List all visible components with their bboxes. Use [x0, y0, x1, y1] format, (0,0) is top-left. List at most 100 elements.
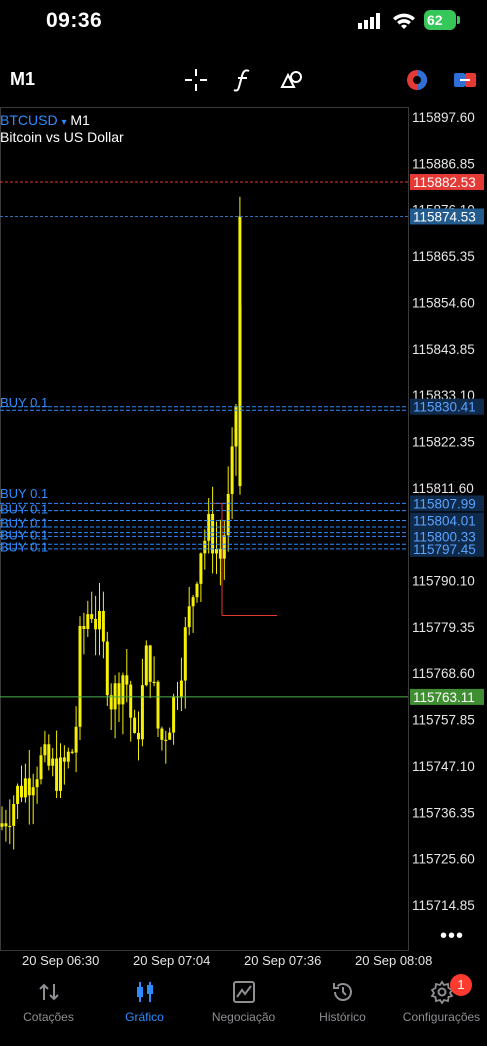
candle-body — [230, 446, 234, 494]
battery-indicator: 62 — [424, 10, 460, 30]
candle-body — [152, 681, 156, 683]
candle-body — [20, 785, 23, 798]
tab-bar: Cotações Gráfico Negociação Histórico Co… — [0, 975, 487, 1046]
candle-body — [43, 744, 47, 756]
candle-body — [226, 493, 230, 536]
candle-body — [137, 732, 140, 740]
candle-body — [125, 675, 129, 685]
symbol-description: Bitcoin vs US Dollar — [0, 129, 124, 145]
candle-body — [156, 681, 160, 729]
order-price-tag-bg — [410, 398, 484, 415]
symbol-name: BTCUSD — [0, 112, 58, 128]
symbol-header[interactable]: BTCUSD ▾ M1 — [0, 112, 90, 128]
order-label: BUY 0.1 — [0, 502, 48, 517]
candle-body — [113, 683, 117, 710]
price-chart[interactable]: 115897.60115886.85115876.10115865.351158… — [0, 107, 487, 952]
ask-price-tag-bg — [410, 173, 484, 190]
tab-label: Cotações — [23, 1010, 74, 1024]
price-tick-label: 115790.10 — [412, 574, 475, 589]
price-tick-label: 115886.85 — [412, 156, 475, 171]
candle-body — [109, 695, 113, 710]
wifi-icon — [393, 13, 415, 29]
candle-body — [218, 548, 222, 559]
candle-body — [160, 728, 164, 740]
candle-body — [183, 627, 187, 681]
chart-canvas[interactable]: 115897.60115886.85115876.10115865.351158… — [0, 107, 487, 952]
cellular-signal-icon — [358, 13, 380, 29]
candle-body — [62, 757, 66, 762]
candle-body — [121, 675, 125, 705]
bid-price-tag: 115874.53 — [413, 209, 476, 224]
order-price-tag-bg — [410, 512, 484, 529]
price-tick-label: 115757.85 — [412, 713, 475, 728]
objects-icon[interactable] — [279, 67, 305, 93]
tab-label: Negociação — [211, 1010, 276, 1024]
time-label: 20 Sep 06:30 — [22, 953, 100, 968]
order-price-tag-bg — [410, 528, 484, 545]
candle-body — [94, 619, 98, 630]
candle-body — [187, 606, 191, 628]
tab-label: Configurações — [402, 1010, 481, 1024]
candle-body — [179, 680, 183, 698]
sl-price-tag: 115763.11 — [413, 690, 475, 705]
chart-icon — [136, 982, 153, 1002]
price-tick-label: 115822.35 — [412, 434, 475, 449]
function-icon[interactable] — [230, 67, 256, 93]
order-price-tag-bg — [410, 495, 484, 512]
color-icon[interactable] — [404, 67, 430, 93]
candle-body — [35, 779, 39, 788]
candle-body — [39, 755, 43, 780]
price-tick-label: 115854.60 — [412, 295, 475, 310]
candle-body — [16, 785, 20, 805]
candle-body — [164, 739, 168, 741]
order-label: BUY 0.1 — [0, 539, 48, 554]
candle-body — [4, 823, 8, 827]
ask-price-tag: 115882.53 — [413, 175, 476, 190]
candle-body — [82, 626, 86, 630]
timeframe-button[interactable]: M1 — [10, 69, 36, 89]
candle-body — [59, 757, 62, 791]
price-tick-label: 115779.35 — [412, 620, 475, 635]
candle-body — [207, 513, 211, 541]
candle-body — [211, 513, 215, 554]
tab-trade[interactable]: Negociação — [195, 975, 292, 1035]
tab-settings[interactable]: Configurações — [393, 975, 487, 1035]
price-tick-label: 115865.35 — [412, 249, 475, 264]
price-tick-label: 115843.85 — [412, 342, 475, 357]
sl-price-tag-bg — [410, 688, 484, 705]
bid-price-tag-bg — [410, 208, 484, 225]
candle-body — [78, 626, 82, 727]
price-tick-label: 115768.60 — [412, 666, 475, 681]
tab-label: Histórico — [319, 1010, 366, 1024]
order-label: BUY 0.1 — [0, 486, 48, 501]
tab-label: Gráfico — [125, 1010, 164, 1024]
tab-quotes[interactable]: Cotações — [0, 975, 97, 1035]
candle-body — [55, 758, 59, 791]
candle-body — [0, 823, 4, 827]
candle-body — [129, 684, 133, 718]
tab-chart[interactable]: Gráfico — [96, 975, 193, 1035]
candle-body — [12, 804, 16, 826]
trade-toggle-icon[interactable] — [452, 67, 478, 93]
status-bar: 09:36 62 — [0, 0, 487, 44]
time-label: 20 Sep 07:04 — [133, 953, 211, 968]
candle-body — [215, 548, 218, 554]
settings-icon — [430, 980, 453, 1004]
candle-body — [238, 304, 242, 487]
candle-body — [90, 614, 94, 620]
tab-history[interactable]: Histórico — [294, 975, 391, 1035]
price-tick-label: 115736.35 — [412, 805, 475, 820]
order-price-tag: 115804.01 — [413, 514, 476, 529]
crosshair-icon[interactable] — [183, 67, 209, 93]
candle-body — [74, 726, 78, 753]
candle-body — [203, 540, 207, 554]
history-icon — [332, 983, 352, 1001]
candle-body — [191, 597, 195, 607]
candle-body — [133, 717, 137, 733]
notification-badge: 1 — [450, 974, 472, 996]
more-icon[interactable]: ••• — [440, 925, 465, 947]
time-label: 20 Sep 08:08 — [355, 953, 433, 968]
symbol-dropdown-icon[interactable]: ▾ — [61, 117, 67, 128]
candle-body — [222, 535, 226, 559]
order-label: BUY 0.1 — [0, 395, 48, 410]
